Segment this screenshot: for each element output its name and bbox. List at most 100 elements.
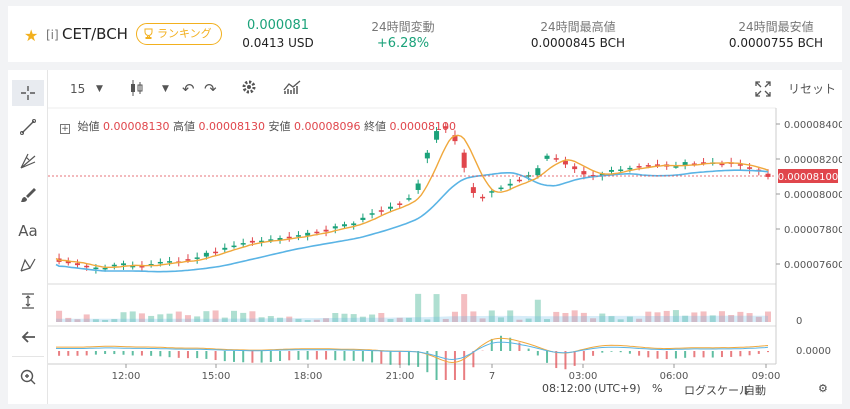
volume-bar [111,319,118,322]
candle-body [516,179,522,182]
candle-body [305,232,311,236]
volume-bar [755,316,762,322]
indicator-tick-label: 0.0000 [796,346,831,357]
candle-body [452,135,458,142]
candle-body [553,158,559,160]
x-tick-label: 03:00 [569,371,598,380]
volume-bar [470,311,477,322]
candle-body [480,196,486,199]
candle-style-icon[interactable] [128,78,146,96]
volume-bar [516,319,523,322]
auto-scale-toggle[interactable]: 自動 [744,384,766,397]
footer-timezone[interactable]: (UTC+9) [594,382,641,395]
candle-body [332,226,338,229]
pattern-icon[interactable] [12,252,44,278]
volume-bar [562,312,569,322]
trend-line-icon[interactable] [12,114,44,140]
zoom-icon[interactable] [12,364,44,390]
candle-body [295,235,301,237]
trophy-icon [144,28,153,39]
candle-body [259,240,265,243]
brush-icon[interactable] [12,182,44,208]
candle-body [185,259,191,261]
interval-selector[interactable]: 15 [70,82,86,96]
change-value: +6.28% [376,36,430,51]
volume-bar [645,311,652,322]
candle-body [544,155,550,159]
volume-bar [378,312,385,322]
candle-body [719,163,725,166]
x-tick-label: 12:00 [112,371,141,380]
candle-body [323,229,329,232]
chart-settings-gear-icon[interactable]: ⚙ [818,382,828,395]
indicators-icon[interactable] [282,78,302,96]
volume-bar [138,313,145,322]
volume-bar [341,313,348,322]
candle-body [139,265,145,268]
favorite-star-icon[interactable]: ★ [24,26,39,45]
candle-body [581,171,587,175]
settings-gear-icon[interactable] [240,78,258,96]
signal-line [56,337,769,364]
percent-toggle[interactable]: % [652,382,663,395]
volume-bar [424,319,431,322]
price-stat: 0.000081 0.0413 USD [230,18,326,50]
volume-bar [590,318,597,322]
candle-body [406,198,412,200]
price-chart[interactable]: 0.00008100 0.00008400 0.00008200 0.0000800… [8,70,842,380]
redo-icon[interactable]: ↷ [204,80,217,98]
volume-bar [654,312,661,322]
volume-bar [221,317,228,322]
y-tick-label: 0.00008400 [784,120,842,131]
volume-bar [737,311,744,322]
fibonacci-fan-icon[interactable] [12,148,44,174]
candle-body [203,252,209,257]
candle-body [682,162,688,166]
candle-body [84,265,90,268]
ranking-button[interactable]: ランキング [136,23,222,45]
y-tick-label: 0.00008000 [784,190,842,201]
fullscreen-icon[interactable] [754,80,772,98]
text-tool-icon[interactable]: Aa [18,222,38,240]
ma-slow-line [55,169,769,273]
candle-body [111,264,117,267]
candle-body [130,265,136,268]
volume-bar [194,316,201,322]
candle-body [747,167,753,169]
volume-bar [295,318,302,322]
ohlc-legend: + 始値 0.00008130 高値 0.00008130 安値 0.00008… [60,118,456,134]
high-value-ohlc: 0.00008130 [198,120,265,133]
style-dropdown-icon[interactable]: ▼ [162,84,169,94]
candle-body [434,131,440,140]
crosshair-icon[interactable] [12,80,44,106]
low-value-ohlc: 0.00008096 [293,120,361,133]
interval-dropdown-icon[interactable]: ▼ [96,84,103,94]
volume-bar [175,311,182,322]
candle-body [341,224,347,227]
reset-button[interactable]: リセット [788,82,837,96]
ma-fast-line [55,134,769,268]
chart-toolbar: 15 ▼ ▼ ↶ ↷ リセット [48,70,842,108]
volume-bar [387,318,394,322]
high-label: 24時間最高値 [540,20,616,34]
volume-bar [369,314,376,322]
candle-body [157,261,163,264]
volume-bar [451,311,458,322]
log-scale-toggle[interactable]: ログスケール [684,384,750,397]
current-price-label: 0.00008100 [778,172,838,183]
volume-bar [626,316,633,322]
legend-toggle-icon[interactable]: + [60,124,70,134]
volume-bar [682,315,689,322]
undo-icon[interactable]: ↶ [182,80,195,98]
volume-bar [277,317,284,322]
candle-body [360,217,366,220]
measure-icon[interactable] [12,288,44,314]
candle-body [562,160,568,165]
volume-bar [92,319,99,322]
macd-line [56,341,769,361]
volume-ma-area [56,315,768,322]
close-value-ohlc: 0.00008100 [389,120,456,133]
drawing-toolbar: Aa [8,70,48,404]
remove-drawings-icon[interactable] [12,324,44,350]
low-value: 0.0000755 BCH [728,36,824,50]
